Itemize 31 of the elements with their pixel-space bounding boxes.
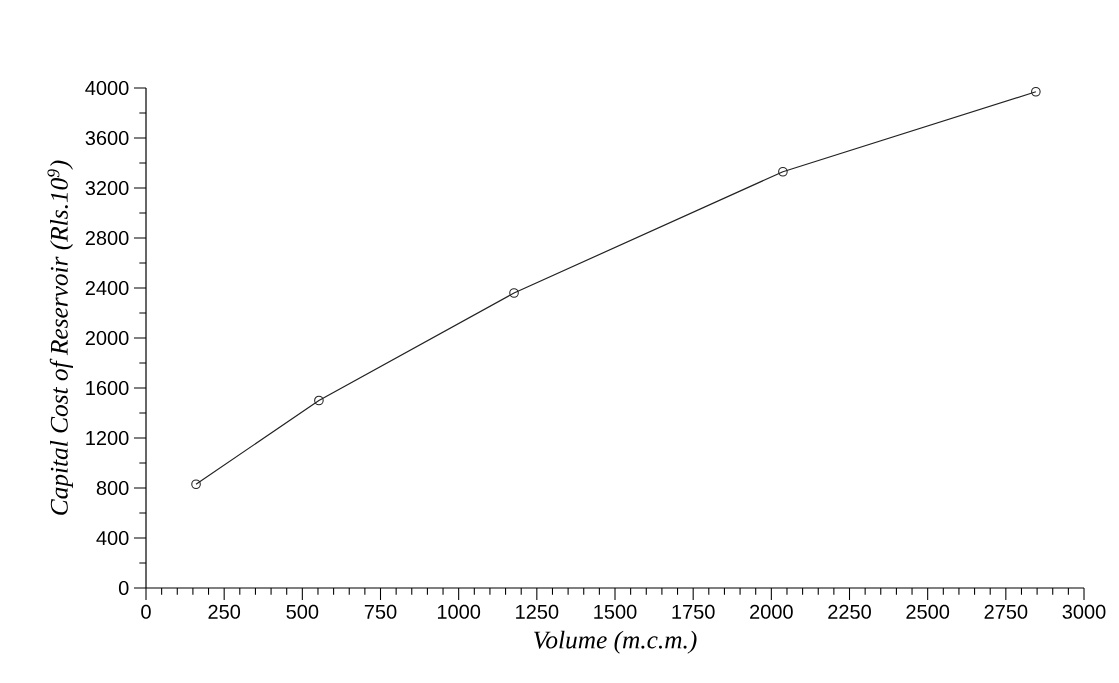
x-tick-label: 1750 xyxy=(672,604,715,619)
x-tick-label: 750 xyxy=(364,604,397,619)
point xyxy=(191,479,201,490)
x-tick-label: 1000 xyxy=(437,604,481,619)
y-tick-label: 3200 xyxy=(85,180,129,196)
y-tick-label: 3600 xyxy=(85,130,129,146)
x-tick-label: 2000 xyxy=(750,604,793,619)
x-tick-label: 1250 xyxy=(516,604,559,619)
x-tick-label: 3000 xyxy=(1062,604,1106,619)
y-tick-label: 2400 xyxy=(85,280,129,296)
point xyxy=(1031,86,1041,97)
x-tick-label: 500 xyxy=(286,604,319,619)
x-tick-label: 250 xyxy=(208,604,241,619)
x-tick-label: 2250 xyxy=(828,604,871,619)
y-tick-label: 2000 xyxy=(85,330,129,346)
x-axis-title: Volume (m.c.m.) xyxy=(534,630,697,654)
x-tick-label: 2750 xyxy=(984,604,1028,619)
y-tick-label: 800 xyxy=(96,480,129,496)
y-tick-label: 2800 xyxy=(85,230,129,246)
y-tick-label: 1600 xyxy=(86,380,129,396)
y-tick-label: 1200 xyxy=(86,430,129,446)
y-tick-label: 4000 xyxy=(85,80,129,96)
x-tick-label: 2500 xyxy=(906,604,950,619)
y-axis-title: Capital Cost of Reservoir (Rls.10$^{9}$) xyxy=(47,160,73,515)
point xyxy=(314,395,324,406)
y-tick-label: 400 xyxy=(96,530,129,546)
point xyxy=(778,166,788,177)
y-tick-label: 0 xyxy=(118,580,129,596)
x-tick-label: 1500 xyxy=(594,604,637,619)
x-tick-label: 0 xyxy=(141,604,151,619)
point xyxy=(509,288,519,298)
